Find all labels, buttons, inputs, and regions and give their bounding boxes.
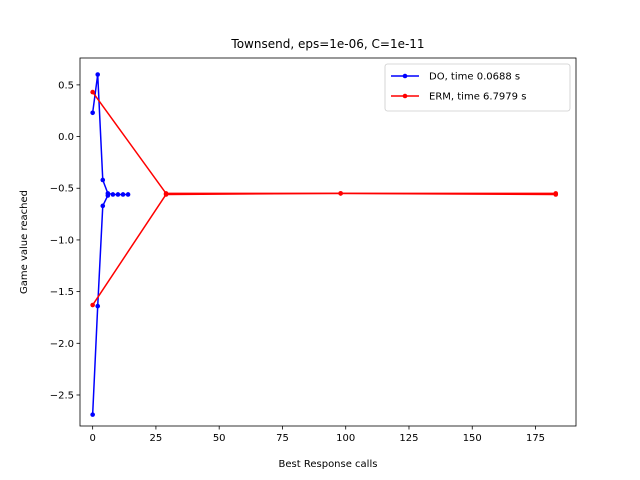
x-tick-label: 100 [336, 433, 355, 444]
data-point-erm [90, 302, 95, 308]
data-point-erm [553, 192, 559, 197]
series-line-do [91, 195, 109, 415]
plot-frame [79, 57, 577, 427]
plot-area [79, 57, 577, 427]
y-axis-label: Game value reached [19, 190, 30, 294]
data-point-erm [90, 89, 95, 95]
data-point-do [90, 110, 95, 116]
legend-marker-erm [402, 93, 408, 99]
data-point-erm [163, 192, 169, 197]
x-tick-label: 75 [276, 433, 289, 444]
x-tick-label: 125 [399, 433, 418, 444]
data-point-erm [338, 191, 343, 196]
chart-title: Townsend, eps=1e-06, C=1e-11 [230, 37, 424, 51]
series-line-erm [92, 192, 556, 306]
legend-marker-do [402, 73, 408, 79]
x-tick-label: 150 [463, 433, 482, 444]
y-axis-ticks: 0.5 0.0 −0.5 −1.0 −1.5 −2.0 −2.5 [50, 80, 80, 401]
data-point-do [100, 177, 106, 183]
legend-label-erm: ERM, time 6.7979 s [429, 92, 526, 103]
data-point-do [125, 192, 131, 197]
series-layer [90, 72, 559, 417]
data-point-do [105, 193, 111, 198]
x-axis-ticks: 0 25 50 75 100 125 150 175 [89, 426, 545, 444]
x-tick-label: 25 [150, 433, 163, 444]
y-tick-label: −0.5 [50, 184, 74, 195]
y-tick-label: −2.0 [50, 339, 74, 350]
legend-frame [384, 63, 571, 112]
data-point-do [100, 203, 106, 209]
data-point-do [120, 192, 126, 197]
x-tick-label: 175 [526, 433, 545, 444]
legend: DO, time 0.0688 s ERM, time 6.7979 s [384, 63, 571, 112]
y-tick-label: −1.0 [50, 235, 74, 246]
x-tick-label: 0 [89, 433, 95, 444]
data-point-do [110, 192, 116, 197]
data-point-do [115, 192, 121, 197]
data-point-do [90, 412, 95, 417]
x-tick-label: 50 [213, 433, 226, 444]
y-tick-label: −2.5 [50, 390, 74, 401]
y-tick-label: 0.0 [58, 132, 74, 143]
legend-label-do: DO, time 0.0688 s [429, 72, 520, 83]
data-point-do [95, 303, 101, 309]
data-point-do [95, 72, 101, 77]
y-tick-label: −1.5 [50, 287, 74, 298]
x-axis-label: Best Response calls [279, 459, 378, 470]
y-tick-label: 0.5 [58, 80, 74, 91]
